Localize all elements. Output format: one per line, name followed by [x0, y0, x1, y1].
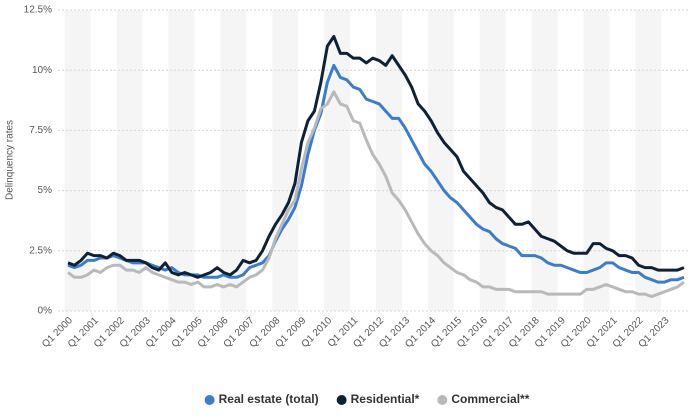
y-tick-label: 7.5%: [29, 125, 52, 136]
stripe: [168, 10, 195, 311]
y-axis-label: Delinquency rates: [5, 120, 16, 200]
line-series: [67, 63, 685, 284]
legend-swatch: [437, 395, 448, 405]
y-tick-label: 0%: [38, 306, 53, 317]
y-tick-label: 10%: [32, 65, 52, 76]
stripe: [324, 10, 351, 311]
legend-label: Real estate (total): [219, 392, 319, 406]
stripe: [479, 10, 506, 311]
y-tick-label: 5%: [38, 185, 53, 196]
legend-label: Residential*: [351, 392, 420, 406]
legend-label: Commercial**: [451, 392, 529, 406]
stripe: [583, 10, 610, 311]
legend: Real estate (total) Residential* Commercia…: [204, 392, 530, 406]
line-series: [67, 90, 685, 299]
legend-swatch: [204, 395, 215, 405]
y-tick-label: 2.5%: [29, 245, 52, 256]
line-series: [67, 34, 685, 279]
stripe: [220, 10, 247, 311]
legend-swatch: [336, 395, 347, 405]
stripe: [635, 10, 662, 311]
y-tick-label: 12.5%: [24, 5, 52, 16]
stripe: [376, 10, 402, 311]
stripe: [272, 10, 299, 311]
